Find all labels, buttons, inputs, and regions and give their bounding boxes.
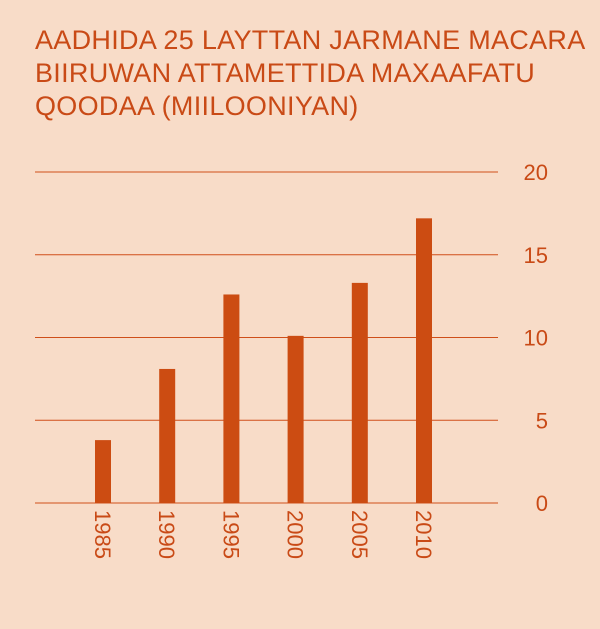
bar bbox=[351, 282, 368, 503]
bar bbox=[95, 440, 111, 503]
bar bbox=[287, 335, 304, 503]
y-tick-label: 5 bbox=[536, 408, 548, 433]
bar bbox=[223, 294, 240, 503]
y-axis-tick-labels: 0 5 10 15 20 bbox=[524, 160, 548, 516]
x-axis-tick-labels: 1985 1990 1995 2000 2005 2010 bbox=[90, 510, 436, 559]
chart-title: AADHIDA 25 LAYTTAN JARMANE MACARA BIIRUW… bbox=[35, 24, 586, 123]
x-tick-label: 2010 bbox=[411, 510, 436, 559]
chart-title-line-1: AADHIDA 25 LAYTTAN JARMANE MACARA bbox=[35, 25, 586, 55]
chart-title-line-2: BIIRUWAN ATTAMETTIDA MAXAAFATU bbox=[35, 58, 536, 88]
bar bbox=[416, 218, 432, 503]
bar bbox=[159, 368, 176, 503]
x-tick-label: 1985 bbox=[90, 510, 115, 559]
chart-title-line-3: QOODAA (MIILOONIYAN) bbox=[35, 91, 359, 121]
y-tick-label: 20 bbox=[524, 160, 548, 185]
x-tick-label: 2005 bbox=[347, 510, 372, 559]
y-tick-label: 0 bbox=[536, 491, 548, 516]
bars bbox=[95, 218, 432, 503]
x-tick-label: 1995 bbox=[218, 510, 243, 559]
y-tick-label: 10 bbox=[524, 326, 548, 351]
x-tick-label: 1990 bbox=[154, 510, 179, 559]
y-tick-label: 15 bbox=[524, 243, 548, 268]
x-tick-label: 2000 bbox=[283, 510, 308, 559]
